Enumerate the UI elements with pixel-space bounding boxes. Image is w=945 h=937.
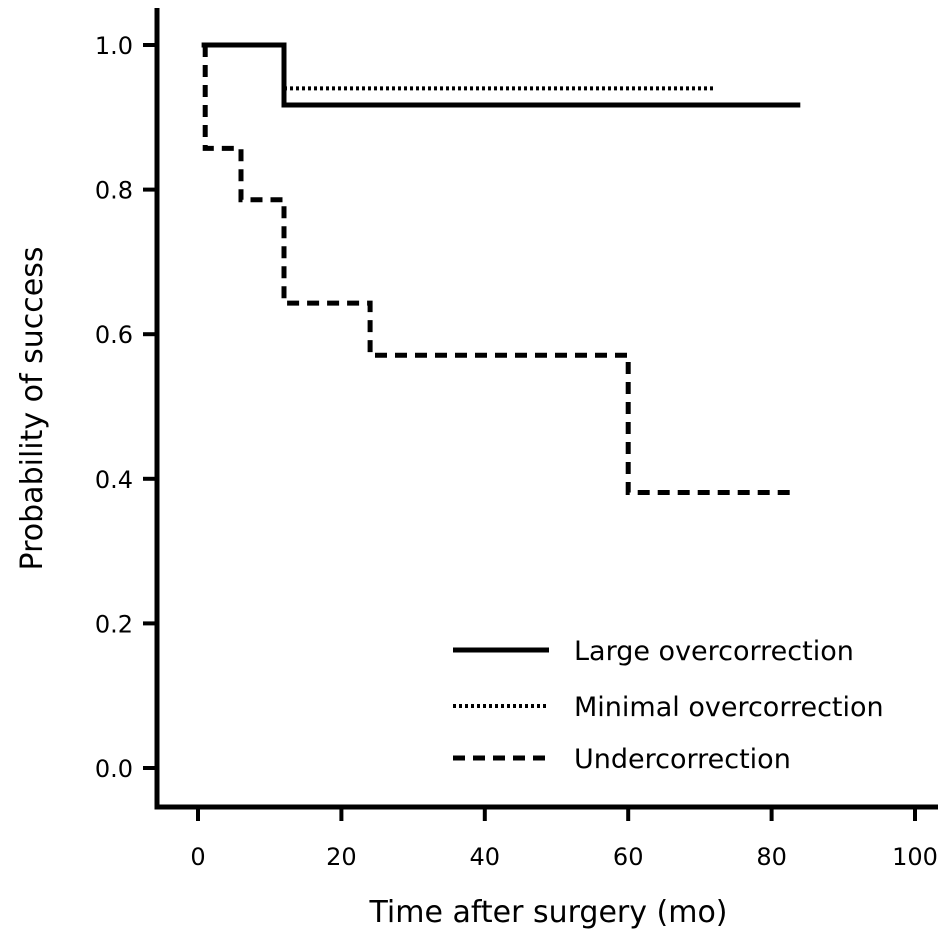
legend-label: Large overcorrection — [574, 636, 854, 667]
y-tick-label: 0.2 — [95, 610, 133, 638]
x-tick-label: 20 — [326, 843, 357, 871]
y-tick-label: 0.8 — [95, 177, 133, 205]
legend-label: Minimal overcorrection — [574, 692, 884, 723]
y-tick-label: 0.0 — [95, 755, 133, 783]
ticks: 0.0 0.2 0.4 0.6 0.8 1.0 0 20 40 60 80 100 — [95, 32, 938, 871]
legend-label: Undercorrection — [574, 744, 791, 775]
series-lines — [201, 42, 801, 495]
x-axis-title: Time after surgery (mo) — [368, 895, 727, 930]
series-line-1 — [201, 42, 801, 108]
y-tick-label: 1.0 — [95, 32, 133, 60]
x-tick-label: 0 — [190, 843, 205, 871]
x-tick-label: 40 — [470, 843, 501, 871]
legend: Large overcorrection Minimal overcorrecti… — [453, 636, 884, 775]
x-tick-label: 80 — [756, 843, 787, 871]
x-tick-label: 100 — [892, 843, 938, 871]
axes — [154, 8, 938, 810]
x-tick-label: 60 — [613, 843, 644, 871]
series-line-3 — [202, 45, 794, 495]
y-axis-title: Probability of success — [15, 247, 50, 571]
y-tick-label: 0.4 — [95, 466, 133, 494]
y-tick-label: 0.6 — [95, 321, 133, 349]
